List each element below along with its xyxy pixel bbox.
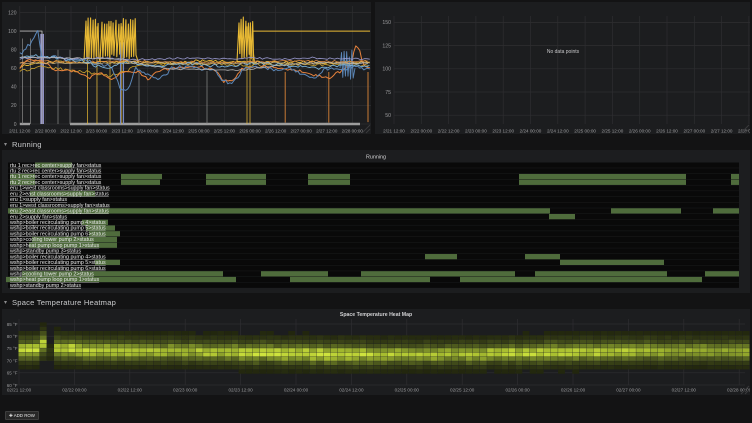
svg-text:2/25 12:00: 2/25 12:00 bbox=[602, 129, 624, 134]
svg-text:wshp>boiler recirculating pump: wshp>boiler recirculating pump 6>status bbox=[9, 266, 106, 272]
svg-text:02/22 00:00: 02/22 00:00 bbox=[62, 388, 87, 393]
svg-text:eru 1>west classrooms>supply f: eru 1>west classrooms>supply fan>status bbox=[10, 203, 110, 209]
svg-text:wshp>boiler recirculating pump: wshp>boiler recirculating pump 6>status bbox=[9, 231, 106, 237]
svg-text:2/27 00:00: 2/27 00:00 bbox=[683, 129, 705, 134]
svg-text:65 °F: 65 °F bbox=[7, 371, 18, 376]
svg-text:02/23 12:00: 02/23 12:00 bbox=[228, 388, 253, 393]
svg-text:02/21 12:00: 02/21 12:00 bbox=[7, 388, 32, 393]
svg-text:2/21 12:00: 2/21 12:00 bbox=[383, 129, 405, 134]
svg-text:40: 40 bbox=[11, 85, 17, 91]
svg-text:0: 0 bbox=[14, 122, 17, 128]
svg-text:wshp>heat pump loop pump 1>sta: wshp>heat pump loop pump 1>status bbox=[9, 243, 99, 249]
svg-text:02/25 00:00: 02/25 00:00 bbox=[395, 388, 420, 393]
svg-text:2/26 00:00: 2/26 00:00 bbox=[629, 129, 651, 134]
svg-text:rtu 1 rec>rec center>supply fa: rtu 1 rec>rec center>supply fan>status bbox=[10, 174, 102, 180]
svg-text:50: 50 bbox=[385, 113, 391, 119]
svg-text:No data points: No data points bbox=[547, 49, 580, 55]
svg-text:wshp>boiler recirculating pump: wshp>boiler recirculating pump 5>status bbox=[9, 226, 106, 232]
svg-text:02/24 12:00: 02/24 12:00 bbox=[339, 388, 364, 393]
svg-text:2/27 12:00: 2/27 12:00 bbox=[711, 129, 733, 134]
svg-text:75 °F: 75 °F bbox=[7, 346, 18, 351]
svg-text:eru 2>east classrooms>supply f: eru 2>east classrooms>supply fan>status bbox=[10, 209, 109, 215]
svg-text:2/21 12:00: 2/21 12:00 bbox=[9, 129, 31, 134]
svg-text:2/23 00:00: 2/23 00:00 bbox=[86, 129, 108, 134]
svg-text:02/27 12:00: 02/27 12:00 bbox=[672, 388, 697, 393]
svg-text:80 °F: 80 °F bbox=[7, 334, 18, 339]
svg-text:2/25 00:00: 2/25 00:00 bbox=[574, 129, 596, 134]
svg-text:2/23 00:00: 2/23 00:00 bbox=[465, 129, 487, 134]
svg-text:rtu 1 rec>rec center>supply fa: rtu 1 rec>rec center>supply fan>status bbox=[10, 163, 102, 169]
svg-text:eru 2>east classrooms>supply f: eru 2>east classrooms>supply fan>status bbox=[10, 191, 109, 197]
svg-text:wshp>standby pump 3>status: wshp>standby pump 3>status bbox=[9, 249, 81, 255]
svg-text:rtu 2 rec>rec center>supply fa: rtu 2 rec>rec center>supply fan>status bbox=[10, 180, 102, 186]
svg-text:2/23 12:00: 2/23 12:00 bbox=[111, 129, 133, 134]
svg-text:2/24 12:00: 2/24 12:00 bbox=[547, 129, 569, 134]
svg-text:120: 120 bbox=[8, 10, 17, 16]
svg-text:wshp>boiler recirculating pump: wshp>boiler recirculating pump 5>status bbox=[9, 260, 106, 266]
svg-text:rtu 2 rec>rec center>supply fa: rtu 2 rec>rec center>supply fan>status bbox=[10, 169, 102, 175]
svg-text:2/25 12:00: 2/25 12:00 bbox=[214, 129, 236, 134]
svg-text:02/25 12:00: 02/25 12:00 bbox=[450, 388, 475, 393]
svg-text:2/24 12:00: 2/24 12:00 bbox=[163, 129, 185, 134]
svg-text:100: 100 bbox=[8, 29, 17, 35]
svg-text:70 °F: 70 °F bbox=[7, 358, 18, 363]
svg-text:2/28 00:00: 2/28 00:00 bbox=[738, 129, 750, 134]
svg-text:2/22 12:00: 2/22 12:00 bbox=[438, 129, 460, 134]
svg-text:60: 60 bbox=[11, 66, 17, 72]
svg-text:2/24 00:00: 2/24 00:00 bbox=[137, 129, 159, 134]
svg-text:2/25 00:00: 2/25 00:00 bbox=[188, 129, 210, 134]
svg-text:150: 150 bbox=[382, 20, 391, 26]
svg-text:2/26 12:00: 2/26 12:00 bbox=[656, 129, 678, 134]
svg-text:2/26 12:00: 2/26 12:00 bbox=[265, 129, 287, 134]
svg-text:02/27 00:00: 02/27 00:00 bbox=[616, 388, 641, 393]
svg-text:wshp>cooling tower pump 2>stat: wshp>cooling tower pump 2>status bbox=[9, 237, 94, 243]
svg-text:02/28 00:00: 02/28 00:00 bbox=[727, 388, 750, 393]
svg-text:eru 2>supply fan>status: eru 2>supply fan>status bbox=[10, 214, 67, 220]
svg-text:75: 75 bbox=[385, 90, 391, 96]
svg-text:2/22 00:00: 2/22 00:00 bbox=[35, 129, 57, 134]
svg-text:2/28 00:00: 2/28 00:00 bbox=[342, 129, 364, 134]
svg-text:2/27 00:00: 2/27 00:00 bbox=[291, 129, 313, 134]
svg-text:125: 125 bbox=[382, 43, 391, 49]
svg-text:wshp>boiler recirculating pump: wshp>boiler recirculating pump 4>status bbox=[9, 220, 106, 226]
svg-text:02/24 00:00: 02/24 00:00 bbox=[284, 388, 309, 393]
svg-text:2/24 00:00: 2/24 00:00 bbox=[520, 129, 542, 134]
svg-text:60 °F: 60 °F bbox=[7, 383, 18, 388]
svg-text:2/26 00:00: 2/26 00:00 bbox=[239, 129, 261, 134]
svg-text:wshp>boiler recirculating pump: wshp>boiler recirculating pump 4>status bbox=[9, 254, 106, 260]
svg-text:02/22 12:00: 02/22 12:00 bbox=[118, 388, 143, 393]
svg-text:20: 20 bbox=[11, 103, 17, 109]
svg-text:02/26 12:00: 02/26 12:00 bbox=[561, 388, 586, 393]
svg-text:2/22 12:00: 2/22 12:00 bbox=[60, 129, 82, 134]
svg-text:02/23 00:00: 02/23 00:00 bbox=[173, 388, 198, 393]
svg-text:wshp>heat pump loop pump 1>sta: wshp>heat pump loop pump 1>status bbox=[9, 277, 99, 283]
svg-text:Running: Running bbox=[366, 155, 386, 161]
svg-text:wshp>standby pump 2>status: wshp>standby pump 2>status bbox=[9, 283, 81, 289]
svg-text:100: 100 bbox=[382, 67, 391, 73]
svg-text:eru 1>supply fan>status: eru 1>supply fan>status bbox=[10, 197, 67, 203]
svg-text:2/22 00:00: 2/22 00:00 bbox=[410, 129, 432, 134]
svg-text:eru 1>west classrooms>supply f: eru 1>west classrooms>supply fan>status bbox=[10, 186, 110, 192]
svg-text:80: 80 bbox=[11, 48, 17, 54]
svg-text:wshp>cooling tower pump 2>stat: wshp>cooling tower pump 2>status bbox=[9, 271, 94, 277]
svg-text:2/23 12:00: 2/23 12:00 bbox=[492, 129, 514, 134]
svg-text:Space Temperature Heat Map: Space Temperature Heat Map bbox=[340, 312, 412, 318]
svg-text:02/26 00:00: 02/26 00:00 bbox=[505, 388, 530, 393]
svg-text:2/27 12:00: 2/27 12:00 bbox=[316, 129, 338, 134]
svg-text:85 °F: 85 °F bbox=[7, 322, 18, 327]
